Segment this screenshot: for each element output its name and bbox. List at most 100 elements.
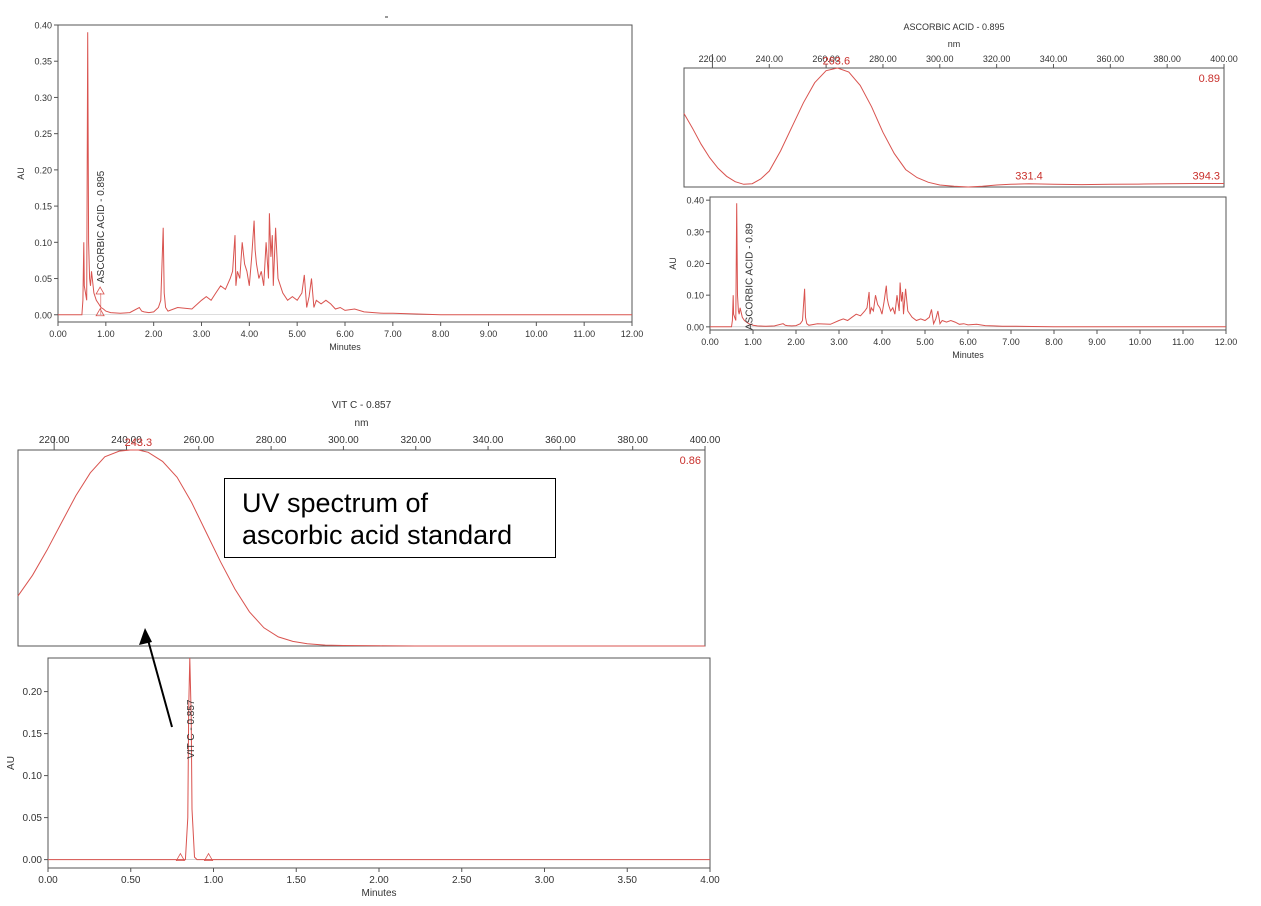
y-tick-label: 0.00 xyxy=(686,322,704,332)
arrow-shaft xyxy=(147,639,173,728)
peak-label: VIT C - 0.857 xyxy=(186,699,197,759)
y-tick-label: 0.30 xyxy=(34,93,52,103)
y-tick-label: 0.05 xyxy=(23,813,43,824)
arrow-head xyxy=(139,628,152,645)
y-tick-label: 0.05 xyxy=(34,274,52,284)
x-tick-label: 0.00 xyxy=(38,875,58,886)
x-tick-label: 0.00 xyxy=(49,329,67,339)
y-tick-label: 0.40 xyxy=(686,196,704,206)
x-tick-label: 260.00 xyxy=(812,54,840,64)
integration-marker xyxy=(175,852,186,861)
x-tick-label: 6.00 xyxy=(336,329,354,339)
plot-frame xyxy=(47,657,711,869)
trace-line xyxy=(48,657,710,861)
y-tick-label: 0.00 xyxy=(23,855,43,866)
trace-line xyxy=(710,203,1226,328)
x-tick-label: 400.00 xyxy=(1210,54,1238,64)
annotation-line-2: ascorbic acid standard xyxy=(242,520,513,550)
x-tick-label: 280.00 xyxy=(869,54,897,64)
peak-wavelength-label: 331.4 xyxy=(1015,171,1043,183)
x-tick-label: 3.00 xyxy=(830,337,848,347)
plot-frame xyxy=(709,196,1227,331)
chromatogram-chrom_top_right: 0.00 1.00 2.00 3.00 4.00 5.00 6.00 7.00 8.00 9.00… xyxy=(668,196,1237,360)
x-tick-label: 7.00 xyxy=(1002,337,1020,347)
y-tick-label: 0.15 xyxy=(23,729,43,740)
x-tick-label: 8.00 xyxy=(1045,337,1063,347)
x-tick-label: 3.00 xyxy=(193,329,211,339)
y-tick-label: 0.25 xyxy=(34,129,52,139)
x-tick-label: 3.50 xyxy=(618,875,638,886)
y-tick-label: 0.10 xyxy=(23,771,43,782)
x-axis-label: Minutes xyxy=(329,342,361,352)
x-tick-label: 2.00 xyxy=(145,329,163,339)
integration-marker xyxy=(95,286,105,295)
trace-line xyxy=(58,32,632,316)
y-tick-label: 0.20 xyxy=(23,687,43,698)
trace-line xyxy=(683,67,1224,188)
peak-wavelength-label: 394.3 xyxy=(1192,171,1220,183)
x-tick-label: 0.50 xyxy=(121,875,141,886)
x-tick-label: 1.00 xyxy=(97,329,115,339)
x-tick-label: 220.00 xyxy=(39,435,70,446)
spectrum-spectrum_top_right: ASCORBIC ACID - 0.895 nm 220.00 240.00 260.0… xyxy=(683,22,1238,188)
peak-label: ASCORBIC ACID - 0.895 xyxy=(96,170,107,283)
x-tick-label: 3.00 xyxy=(535,875,555,886)
integration-marker xyxy=(95,307,105,317)
y-axis-label: AU xyxy=(6,756,17,770)
x-tick-label: 320.00 xyxy=(400,435,431,446)
x-tick-label: 2.00 xyxy=(369,875,389,886)
x-tick-label: 240.00 xyxy=(755,54,783,64)
plot-frame xyxy=(57,24,633,323)
y-axis-label: AU xyxy=(668,257,678,270)
x-tick-label: 5.00 xyxy=(916,337,934,347)
x-tick-label: 12.00 xyxy=(621,329,644,339)
x-tick-label: 12.00 xyxy=(1215,337,1238,347)
x-tick-label: 5.00 xyxy=(288,329,306,339)
x-axis-label: Minutes xyxy=(361,888,396,899)
chromatogram-chrom_top_left: 0.00 1.00 2.00 3.00 4.00 5.00 6.00 7.00 8.00 9.00… xyxy=(16,21,643,353)
annotation-box: UV spectrum of ascorbic acid standard xyxy=(224,478,556,558)
y-tick-label: 0.10 xyxy=(34,238,52,248)
annotation-arrow xyxy=(139,628,173,728)
x-tick-label: 360.00 xyxy=(545,435,576,446)
spectrum-title: VIT C - 0.857 xyxy=(332,400,392,411)
x-tick-label: 340.00 xyxy=(1040,54,1068,64)
y-tick-label: 0.35 xyxy=(34,57,52,67)
x-tick-label: 300.00 xyxy=(926,54,954,64)
x-tick-label: 10.00 xyxy=(1129,337,1152,347)
x-tick-label: 320.00 xyxy=(983,54,1011,64)
x-tick-label: 11.00 xyxy=(573,329,595,339)
annotation-line-1: UV spectrum of xyxy=(242,488,429,518)
x-axis-label: nm xyxy=(948,39,961,49)
y-tick-label: 0.30 xyxy=(686,227,704,237)
x-tick-label: 4.00 xyxy=(700,875,720,886)
x-tick-label: 9.00 xyxy=(1088,337,1106,347)
x-tick-label: 360.00 xyxy=(1097,54,1125,64)
x-tick-label: 11.00 xyxy=(1172,337,1194,347)
max-absorbance-label: 0.86 xyxy=(680,455,701,467)
x-tick-label: 380.00 xyxy=(617,435,648,446)
peak-wavelength-label: 263.6 xyxy=(823,55,851,67)
x-tick-label: 10.00 xyxy=(525,329,548,339)
x-tick-label: 1.00 xyxy=(204,875,224,886)
spectrum-spectrum_bottom: VIT C - 0.857 nm 220.00 240.00 260.00 280.00 3… xyxy=(17,400,721,647)
max-absorbance-label: 0.89 xyxy=(1199,73,1220,85)
y-tick-label: 0.40 xyxy=(34,21,52,31)
x-tick-label: 400.00 xyxy=(690,435,721,446)
y-tick-label: 0.10 xyxy=(686,291,704,301)
x-tick-label: 9.00 xyxy=(480,329,498,339)
x-tick-label: 1.50 xyxy=(287,875,307,886)
peak-label: ASCORBIC ACID - 0.89 xyxy=(744,223,755,330)
x-tick-label: 4.00 xyxy=(241,329,259,339)
x-tick-label: 8.00 xyxy=(432,329,450,339)
y-axis-label: AU xyxy=(16,167,26,180)
chromatogram-chrom_bottom: 0.00 0.50 1.00 1.50 2.00 2.50 3.00 3.50 4.00 0.00… xyxy=(6,657,720,899)
x-tick-label: 280.00 xyxy=(256,435,287,446)
peak-wavelength-label: 243.3 xyxy=(125,437,153,449)
spectrum-title: ASCORBIC ACID - 0.895 xyxy=(903,22,1004,32)
x-axis-label: Minutes xyxy=(952,350,984,360)
x-tick-label: 240.00 xyxy=(111,435,142,446)
x-tick-label: 6.00 xyxy=(959,337,977,347)
x-tick-label: 300.00 xyxy=(328,435,359,446)
